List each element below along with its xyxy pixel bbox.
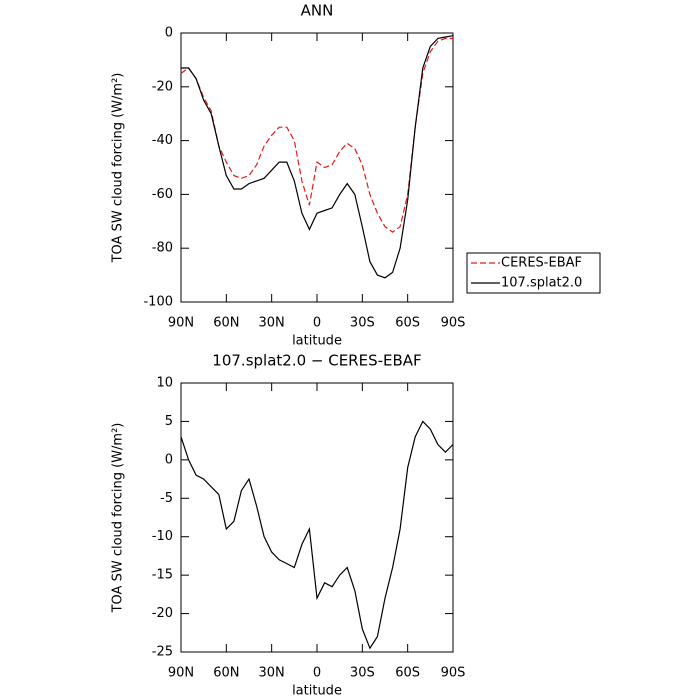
x-tick-label: 60S: [395, 666, 420, 681]
x-tick-label: 0: [313, 666, 321, 681]
x-tick-label: 60N: [213, 316, 239, 331]
x-tick-label: 30S: [350, 316, 375, 331]
x-tick-label: 90S: [441, 316, 466, 331]
x-tick-label: 30S: [350, 666, 375, 681]
y-tick-label: -80: [152, 241, 173, 256]
x-tick-label: 30N: [259, 316, 285, 331]
y-tick-label: -25: [152, 645, 173, 660]
x-tick-label: 0: [313, 316, 321, 331]
x-axis-label: latitude: [292, 684, 342, 699]
y-tick-label: 10: [156, 376, 173, 391]
legend-label: 107.splat2.0: [501, 276, 582, 291]
x-tick-label: 30N: [259, 666, 285, 681]
plot-frame: [180, 32, 454, 303]
x-tick-label: 90S: [441, 666, 466, 681]
data-line: [180, 420, 454, 650]
y-tick-label: -40: [152, 133, 173, 148]
x-tick-label: 90N: [168, 316, 194, 331]
chart-title: 107.splat2.0 − CERES-EBAF: [212, 352, 421, 370]
x-tick-label: 60N: [213, 666, 239, 681]
y-tick-label: 0: [165, 452, 173, 467]
y-tick-label: -10: [152, 529, 173, 544]
x-axis-label: latitude: [292, 334, 342, 349]
y-axis-label: TOA SW cloud forcing (W/m²): [111, 423, 126, 614]
x-tick-label: 90N: [168, 666, 194, 681]
legend-box: [466, 252, 601, 294]
chart-title: ANN: [301, 2, 334, 20]
legend-label: CERES-EBAF: [501, 256, 582, 271]
x-tick-label: 60S: [395, 316, 420, 331]
y-tick-label: -15: [152, 568, 173, 583]
y-tick-label: -60: [152, 187, 173, 202]
data-line: [180, 37, 453, 233]
y-tick-label: -100: [143, 295, 173, 310]
y-tick-label: -5: [160, 491, 173, 506]
y-tick-label: -20: [152, 606, 173, 621]
data-line: [181, 35, 454, 279]
y-tick-label: 5: [165, 414, 173, 429]
y-tick-label: 0: [165, 26, 173, 41]
plot-frame: [180, 382, 454, 653]
y-tick-label: -20: [152, 79, 173, 94]
y-axis-label: TOA SW cloud forcing (W/m²): [111, 73, 126, 264]
